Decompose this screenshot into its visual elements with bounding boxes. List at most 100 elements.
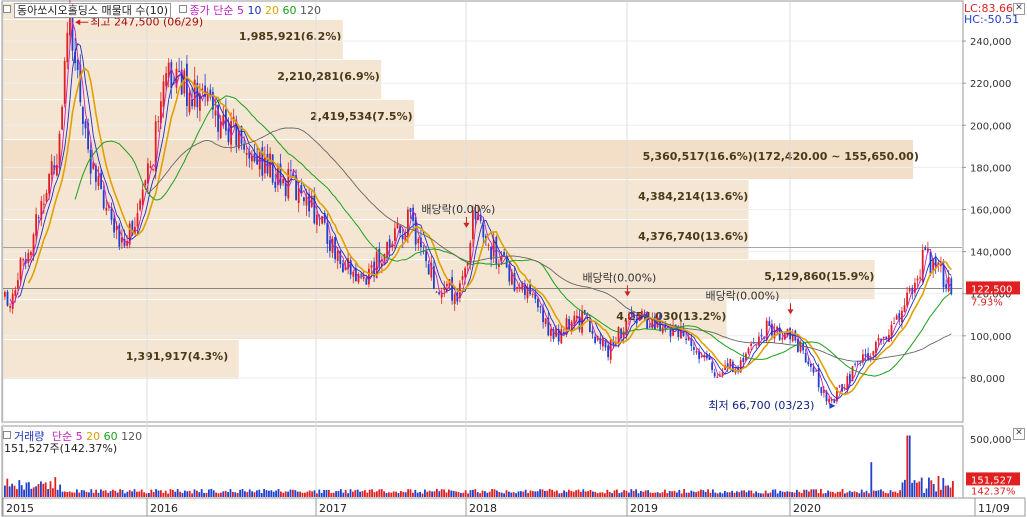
ma-label: 종가 단순: [189, 4, 234, 17]
candle: [776, 326, 778, 330]
volume-bar: [736, 491, 738, 497]
volume-collapse-icon[interactable]: [3, 431, 11, 439]
volume-ma-120[interactable]: 120: [121, 430, 143, 443]
volume-bar: [908, 435, 911, 497]
candle: [859, 360, 862, 362]
volume-bar: [416, 492, 419, 497]
volume-label[interactable]: 거래량: [14, 430, 45, 443]
candle: [583, 310, 586, 315]
candle: [914, 282, 916, 293]
ma-toggle-icon[interactable]: [178, 5, 187, 13]
candle: [258, 150, 261, 170]
volume-bar: [174, 491, 177, 497]
volume-bar: [433, 491, 436, 497]
candle: [643, 314, 646, 316]
volume-ma-5[interactable]: 5: [75, 430, 83, 443]
chart-title[interactable]: 동아쏘시오홀딩스 매물대 수(10): [14, 3, 172, 18]
candle: [531, 293, 534, 295]
volume-ma-label: 단순: [51, 430, 73, 443]
volume-pane[interactable]: [1, 425, 964, 499]
ma-period-60[interactable]: 60: [282, 4, 297, 17]
volume-bar: [944, 485, 947, 497]
volume-bar: [35, 486, 37, 497]
candle: [404, 234, 407, 241]
candle: [726, 363, 729, 369]
candle: [760, 334, 763, 337]
volume-bar: [325, 489, 328, 497]
candle: [45, 193, 48, 202]
candle: [9, 306, 11, 308]
candle: [446, 283, 448, 287]
candle: [942, 264, 945, 288]
candle: [264, 156, 266, 174]
candle: [924, 247, 927, 251]
volume-bar: [68, 491, 71, 497]
candle: [836, 387, 838, 402]
volume-ma-20[interactable]: 20: [86, 430, 101, 443]
volume-bar: [220, 492, 222, 497]
candle: [352, 271, 355, 277]
volume-bar: [594, 491, 597, 497]
volume-bar: [793, 492, 796, 497]
volume-bar: [493, 489, 496, 497]
candle: [180, 69, 183, 95]
candle: [490, 246, 492, 260]
volume-profile-bar: [3, 300, 727, 339]
candle: [305, 196, 308, 206]
volume-bar: [532, 491, 534, 497]
candle: [334, 236, 336, 260]
volume-bar: [340, 489, 342, 497]
candle: [469, 242, 472, 266]
candle: [516, 287, 518, 290]
volume-bar: [289, 489, 292, 497]
volume-bar: [536, 491, 539, 497]
ma-period-20[interactable]: 20: [265, 4, 279, 17]
volume-bar: [606, 489, 609, 497]
volume-bar: [92, 492, 95, 497]
volume-bar: [16, 489, 18, 497]
candle: [508, 264, 511, 282]
volume-bar: [402, 491, 405, 497]
candle: [336, 250, 339, 262]
volume-pane-close-icon[interactable]: ✕: [1013, 428, 1025, 440]
pane-close-icon[interactable]: ✕: [1013, 3, 1025, 15]
volume-bar: [131, 491, 133, 497]
candle: [71, 16, 74, 51]
ma-period-5[interactable]: 5: [237, 4, 244, 17]
volume-bar: [160, 490, 162, 497]
volume-bar: [937, 475, 940, 497]
candle: [903, 305, 906, 312]
candle: [388, 239, 391, 248]
candle: [277, 166, 279, 185]
collapse-icon[interactable]: [3, 5, 11, 13]
candle: [11, 293, 14, 309]
volume-bar: [102, 490, 105, 497]
volume-bar: [932, 483, 935, 497]
volume-bar: [407, 489, 409, 497]
candle: [134, 226, 136, 234]
volume-bar: [445, 492, 448, 497]
volume-bar: [253, 492, 256, 497]
volume-ma-60[interactable]: 60: [103, 430, 118, 443]
candle: [329, 240, 331, 252]
candle: [19, 258, 22, 280]
candle: [279, 163, 282, 186]
volume-bar: [332, 492, 335, 497]
candle: [409, 208, 412, 212]
candle: [61, 106, 63, 130]
candle: [706, 354, 708, 359]
candle: [557, 329, 560, 342]
candle: [479, 214, 482, 221]
candle: [443, 287, 446, 291]
volume-bar: [140, 489, 143, 497]
ma-period-10[interactable]: 10: [247, 4, 262, 17]
volume-bar: [572, 491, 575, 497]
volume-bar: [503, 493, 505, 497]
volume-bar: [613, 490, 616, 497]
volume-bar: [316, 493, 318, 497]
volume-bar: [37, 484, 40, 497]
volume-bar: [292, 489, 294, 497]
candle: [126, 240, 128, 246]
ma-period-120[interactable]: 120: [300, 4, 321, 17]
